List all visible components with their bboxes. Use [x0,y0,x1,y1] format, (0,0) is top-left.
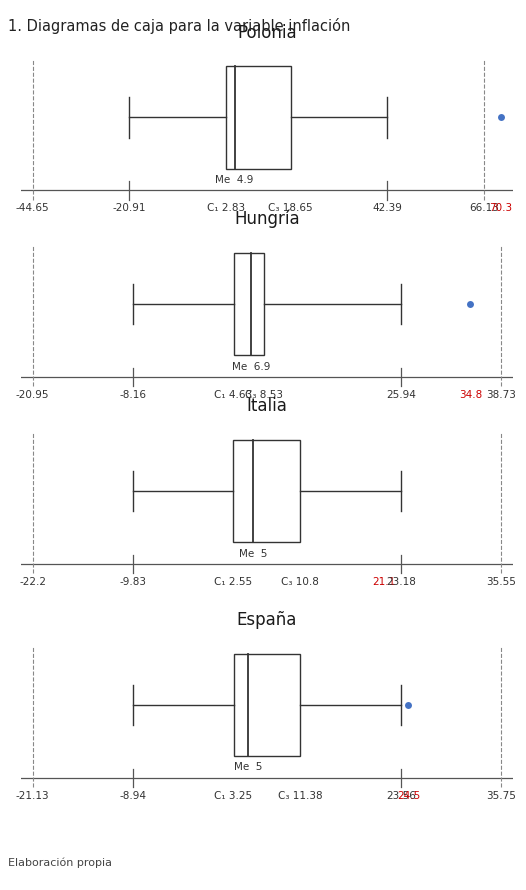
Title: Polonia: Polonia [237,23,297,42]
Text: 21.1: 21.1 [372,577,396,587]
Text: -20.95: -20.95 [16,390,49,400]
Text: -22.2: -22.2 [19,577,46,587]
Text: 35.75: 35.75 [486,790,516,801]
Text: C₃ 8.53: C₃ 8.53 [245,390,283,400]
Text: 34.8: 34.8 [459,390,482,400]
Text: -21.13: -21.13 [16,790,49,801]
Text: C₁ 3.25: C₁ 3.25 [215,790,252,801]
Text: Me  4.9: Me 4.9 [216,175,254,185]
Text: 1. Diagramas de caja para la variable inflación: 1. Diagramas de caja para la variable in… [8,18,350,34]
Text: -44.65: -44.65 [16,203,49,214]
Text: Me  6.9: Me 6.9 [232,362,270,372]
Bar [234,254,264,355]
Text: C₁ 4.63: C₁ 4.63 [215,390,252,400]
Text: C₃ 10.8: C₃ 10.8 [281,577,319,587]
Text: C₃ 11.38: C₃ 11.38 [278,790,323,801]
Text: 23.18: 23.18 [386,577,416,587]
Text: 66.13: 66.13 [469,203,499,214]
Text: -9.83: -9.83 [119,577,147,587]
Text: 38.73: 38.73 [486,390,516,400]
Text: C₁ 2.55: C₁ 2.55 [215,577,252,587]
Title: España: España [237,611,297,629]
Title: Italia: Italia [247,397,287,416]
Text: Me  5: Me 5 [234,763,262,773]
Bar [234,441,300,542]
Text: C₁ 2.83: C₁ 2.83 [207,203,245,214]
Text: 70.3: 70.3 [490,203,513,214]
Text: Elaboración propia: Elaboración propia [8,857,112,868]
Text: 35.55: 35.55 [486,577,516,587]
Text: C₃ 18.65: C₃ 18.65 [268,203,313,214]
Text: 24.5: 24.5 [397,790,420,801]
Bar [226,67,291,168]
Text: -20.91: -20.91 [113,203,146,214]
Bar [234,654,300,756]
Text: 42.39: 42.39 [372,203,402,214]
Text: -8.16: -8.16 [119,390,147,400]
Title: Hungría: Hungría [234,210,300,229]
Text: Me  5: Me 5 [239,549,268,559]
Text: 23.56: 23.56 [386,790,416,801]
Text: -8.94: -8.94 [119,790,147,801]
Text: 25.94: 25.94 [386,390,416,400]
